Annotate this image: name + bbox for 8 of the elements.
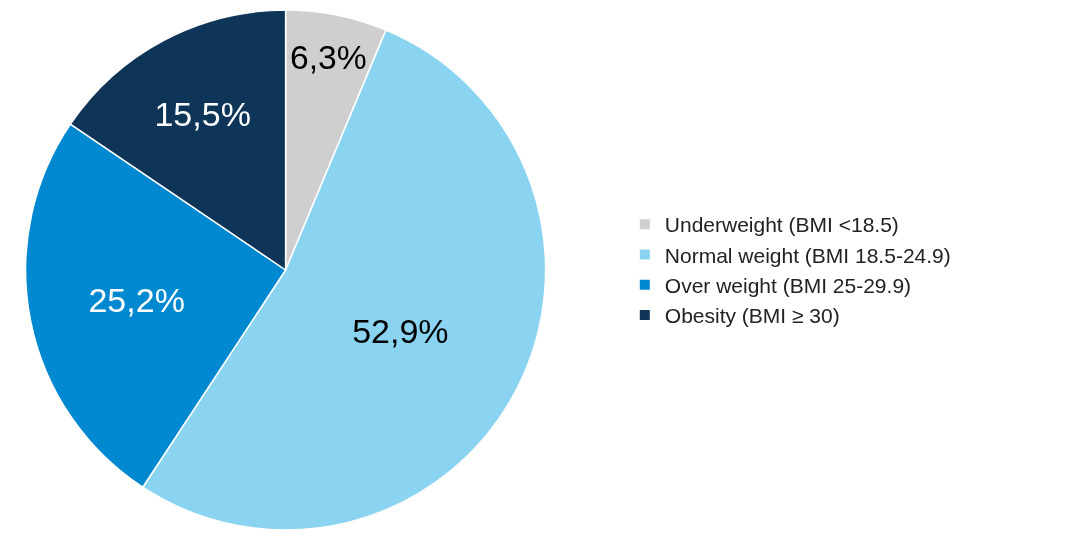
data-label: 15,5% [154, 94, 251, 133]
data-label: 6,3% [289, 38, 367, 76]
legend-label: Normal weight (BMI 18.5-24.9) [664, 243, 951, 267]
data-label: 52,9% [352, 312, 449, 351]
legend-label: Obesity (BMI ≥ 30) [664, 304, 840, 328]
data-label: 25,2% [88, 280, 185, 319]
legend-label: Underweight (BMI <18.5) [664, 213, 899, 237]
legend-label: Over weight (BMI 25-29.9) [664, 273, 912, 297]
